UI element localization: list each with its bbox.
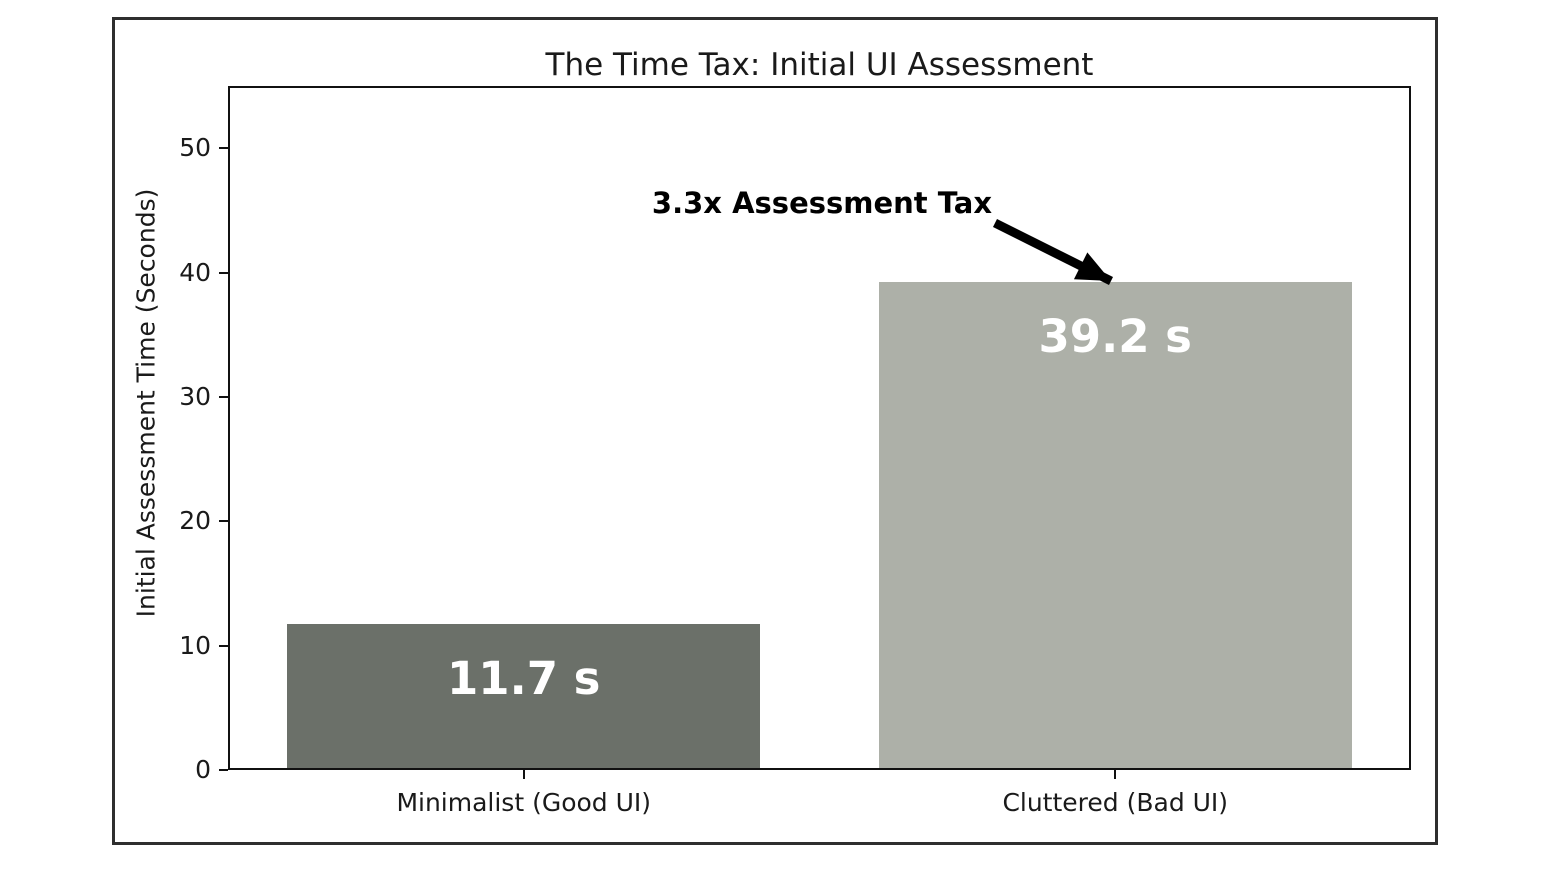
y-tick-label: 20: [179, 506, 211, 536]
bar-value-label: 39.2 s: [1038, 310, 1192, 364]
y-tick-mark: [219, 395, 228, 398]
chart-figure: The Time Tax: Initial UI Assessment Init…: [112, 17, 1438, 845]
y-tick-mark: [219, 644, 228, 647]
bar: 39.2 s: [878, 282, 1352, 770]
y-tick-label: 40: [179, 257, 211, 287]
plot-area: [228, 86, 1411, 770]
x-tick-mark: [1114, 770, 1117, 779]
x-tick-mark: [522, 770, 525, 779]
y-tick-label: 0: [195, 755, 211, 784]
chart-title: The Time Tax: Initial UI Assessment: [545, 47, 1094, 83]
x-tick-label: Minimalist (Good UI): [396, 788, 652, 817]
y-tick-label: 10: [179, 630, 211, 660]
y-tick-label: 30: [179, 381, 211, 411]
y-tick-label: 50: [179, 133, 211, 163]
bar: 11.7 s: [287, 624, 761, 770]
x-tick-label: Cluttered (Bad UI): [1002, 788, 1229, 817]
annotation-text: 3.3x Assessment Tax: [651, 186, 993, 220]
y-tick-mark: [219, 520, 228, 523]
y-tick-mark: [219, 769, 228, 771]
y-tick-mark: [219, 271, 228, 274]
y-tick-mark: [219, 147, 228, 150]
bar-value-label: 11.7 s: [446, 652, 601, 706]
